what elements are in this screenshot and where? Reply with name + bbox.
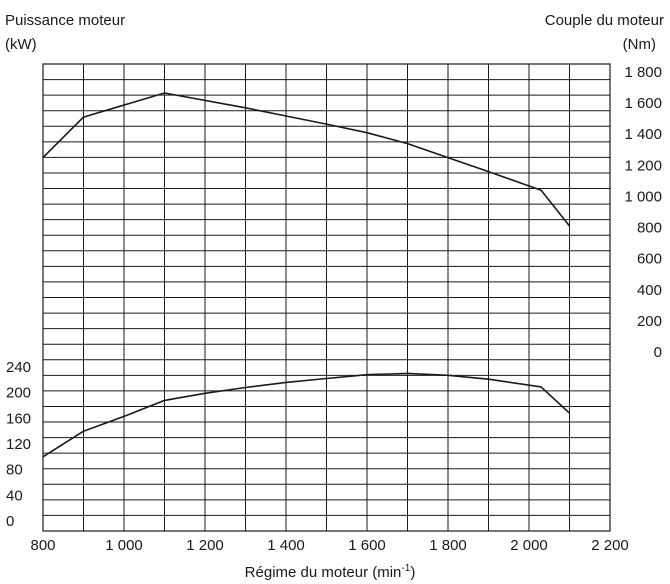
left-tick-label: 160 [6, 410, 31, 427]
right-tick-label: 800 [637, 220, 662, 237]
right-axis-title: Couple du moteur [545, 12, 664, 29]
left-tick-label: 200 [6, 385, 31, 402]
chart-series [42, 92, 571, 458]
plot-frame [42, 63, 611, 532]
right-tick-label: 0 [654, 344, 662, 361]
x-axis-title-close: ) [410, 564, 415, 581]
x-axis-title-main: Régime du moteur (min [245, 564, 402, 581]
right-axis-unit: (Nm) [623, 36, 656, 53]
left-tick-label: 240 [6, 359, 31, 376]
x-tick-label: 1 200 [186, 537, 224, 554]
right-tick-label: 1 400 [624, 126, 662, 143]
left-tick-label: 40 [6, 487, 23, 504]
left-axis-unit: (kW) [5, 36, 37, 53]
right-tick-label: 200 [637, 313, 662, 330]
right-tick-label: 400 [637, 282, 662, 299]
right-tick-label: 600 [637, 251, 662, 268]
x-tick-label: 2 200 [591, 537, 629, 554]
x-tick-label: 1 400 [267, 537, 305, 554]
x-tick-label: 1 000 [105, 537, 143, 554]
chart-tick-labels: 800 1 000 1 200 1 400 1 600 1 800 2 000 2 20004… [6, 64, 662, 554]
x-axis-title-exponent: -1 [401, 563, 410, 574]
right-tick-label: 1 600 [624, 95, 662, 112]
x-axis-title: Régime du moteur (min-1) [245, 563, 416, 581]
right-tick-label: 1 000 [624, 188, 662, 205]
chart-grid [43, 64, 610, 531]
right-tick-label: 1 200 [624, 157, 662, 174]
left-tick-label: 0 [6, 513, 14, 530]
left-tick-label: 80 [6, 462, 23, 479]
x-tick-label: 1 600 [348, 537, 386, 554]
x-tick-label: 1 800 [429, 537, 467, 554]
torque-curve [42, 92, 571, 227]
left-axis-title: Puissance moteur [5, 12, 125, 29]
power-curve [42, 372, 571, 458]
x-tick-label: 2 000 [510, 537, 548, 554]
x-tick-label: 800 [30, 537, 55, 554]
left-tick-label: 120 [6, 436, 31, 453]
right-tick-label: 1 800 [624, 64, 662, 81]
